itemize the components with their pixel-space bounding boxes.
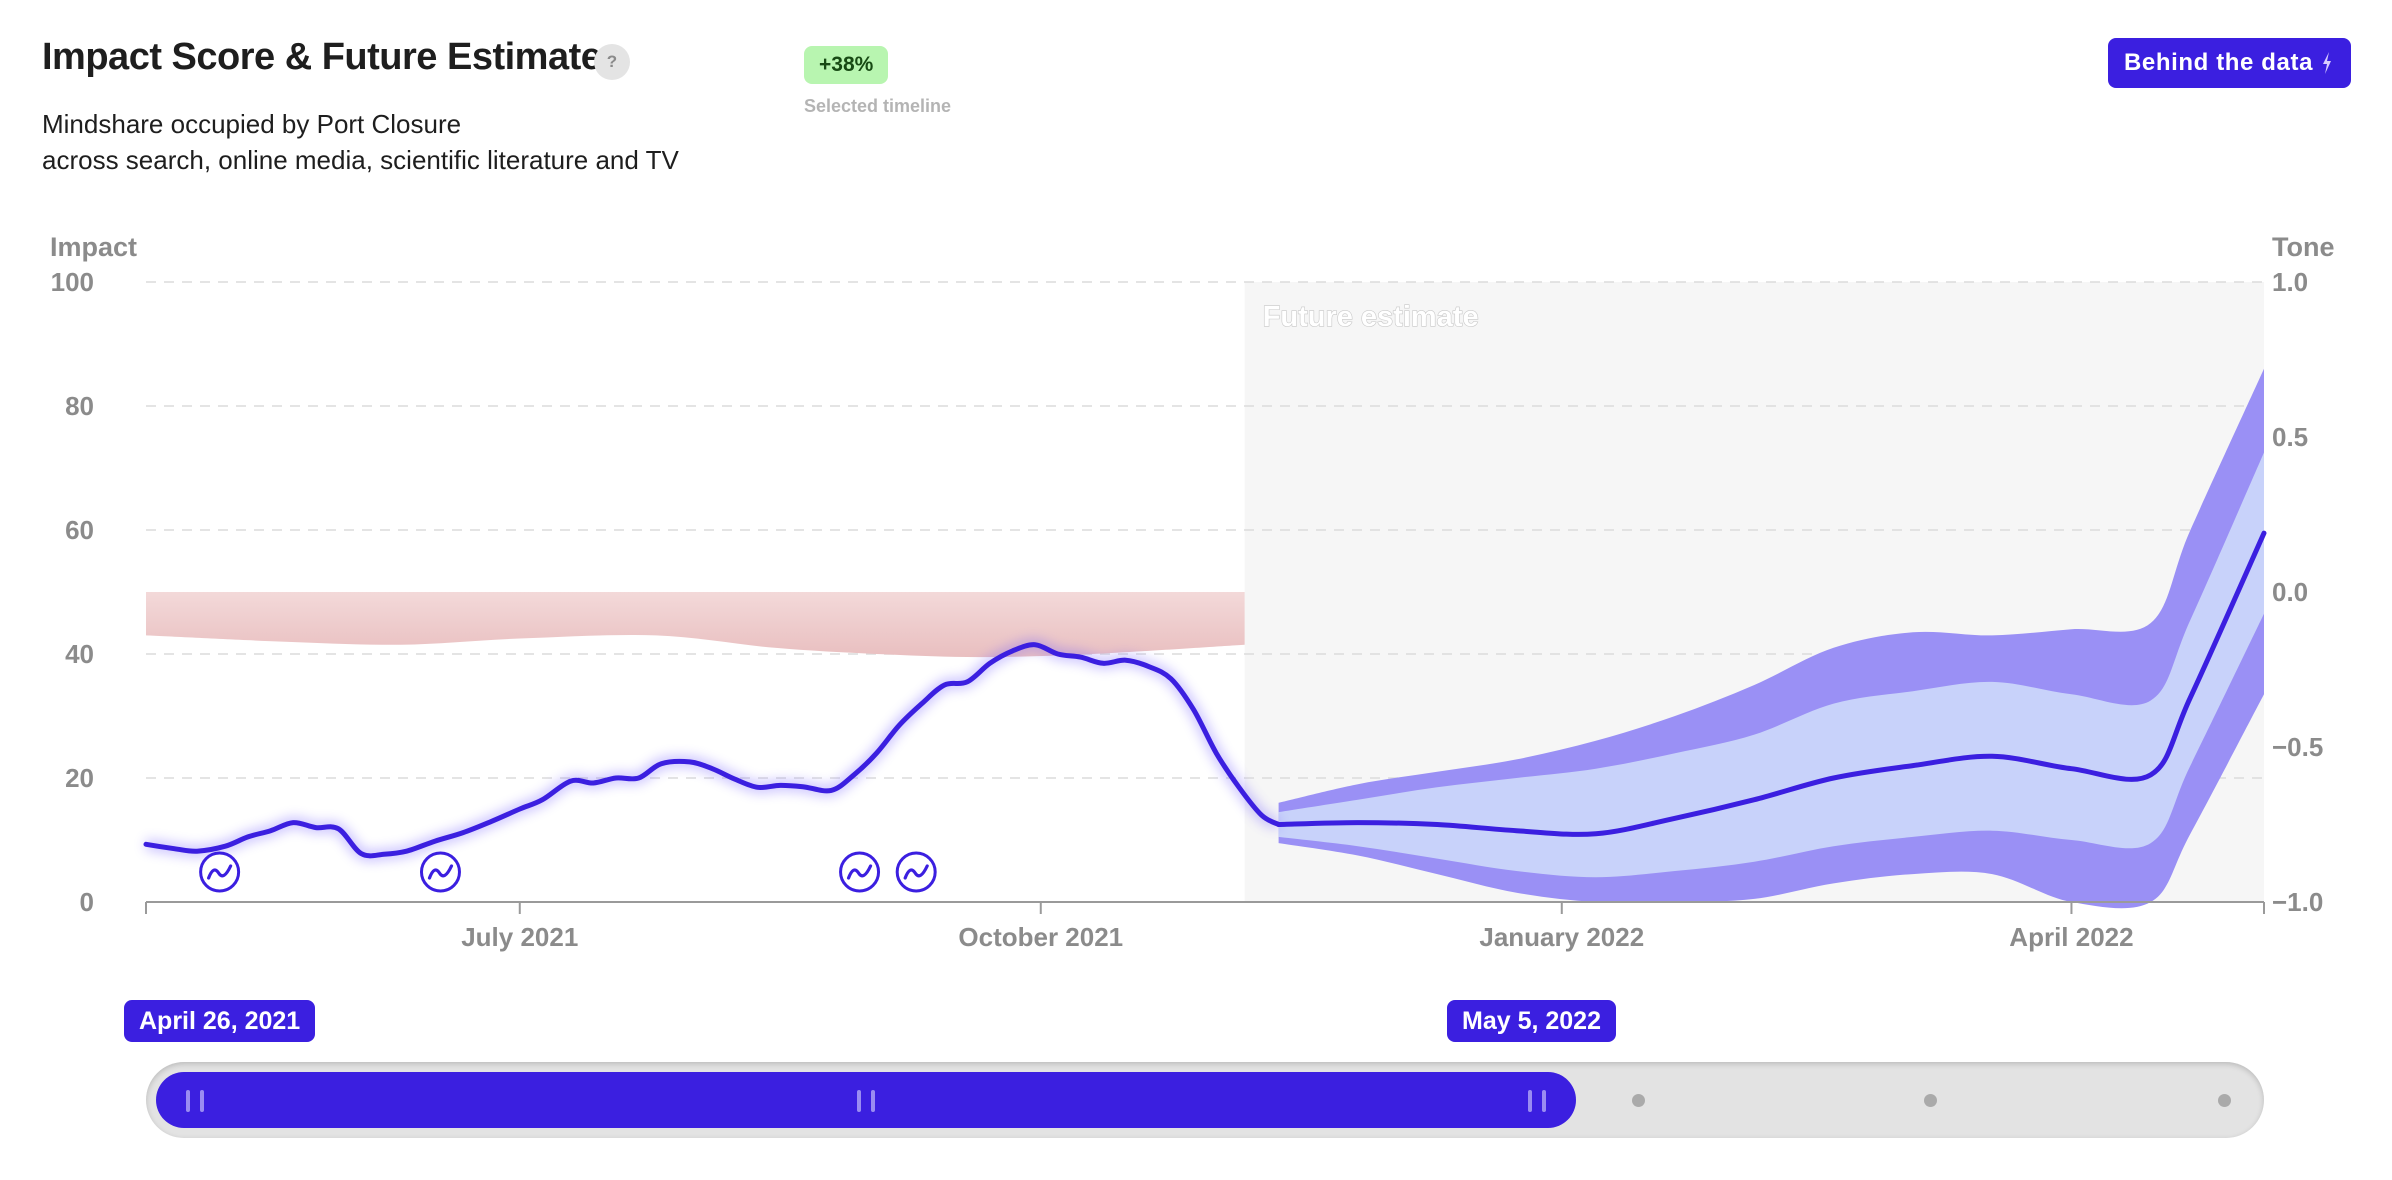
y-axis-left-tick-label: 0 bbox=[80, 887, 94, 917]
page-title: Impact Score & Future Estimate bbox=[42, 36, 602, 78]
subtitle-line-1: Mindshare occupied by Port Closure bbox=[42, 109, 462, 139]
impact-chart: Future estimate July 2021 October 2021 Janu… bbox=[51, 267, 2324, 952]
event-marker[interactable] bbox=[839, 851, 881, 893]
change-caption: Selected timeline bbox=[804, 96, 952, 116]
x-axis-tick-label: July 2021 bbox=[461, 922, 578, 952]
event-marker[interactable] bbox=[199, 851, 241, 893]
change-badge: +38% bbox=[804, 46, 889, 84]
timeline-start-handle[interactable] bbox=[186, 1090, 204, 1112]
forecast-line bbox=[1276, 530, 2267, 837]
impact-line bbox=[143, 642, 1282, 859]
timeline-start-label: April 26, 2021 bbox=[124, 1000, 316, 1042]
trend-icon bbox=[207, 864, 233, 880]
bolt-icon bbox=[2321, 51, 2333, 75]
timeline-slider[interactable] bbox=[146, 1062, 2264, 1138]
y-axis-left-tick-label: 20 bbox=[65, 763, 94, 793]
y-axis-left-tick-label: 40 bbox=[65, 639, 94, 669]
page-subtitle: Mindshare occupied by Port Closure acros… bbox=[42, 106, 679, 178]
event-marker[interactable] bbox=[419, 851, 461, 893]
timeline-selected-range[interactable] bbox=[156, 1072, 1576, 1128]
y-axis-right-tick-label: −1.0 bbox=[2272, 887, 2323, 917]
behind-the-data-button[interactable]: Behind the data bbox=[2108, 38, 2352, 88]
tone-band bbox=[146, 592, 1245, 658]
timeline-step-dot[interactable] bbox=[1632, 1094, 1645, 1107]
timeline-step-dot[interactable] bbox=[1924, 1094, 1937, 1107]
behind-the-data-label: Behind the data bbox=[2124, 49, 2314, 76]
forecast-band-inner bbox=[1278, 452, 2264, 878]
timeline-end-label: May 5, 2022 bbox=[1447, 1000, 1616, 1042]
trend-icon bbox=[846, 864, 873, 880]
x-axis-tick-label: October 2021 bbox=[958, 922, 1123, 952]
event-marker[interactable] bbox=[895, 851, 937, 893]
impact-line-glow bbox=[145, 639, 1281, 861]
y-axis-right-tick-label: 1.0 bbox=[2272, 267, 2308, 297]
y-axis-left-tick-label: 60 bbox=[65, 515, 94, 545]
y-axis-right-tick-label: −0.5 bbox=[2272, 732, 2323, 762]
y-axis-left-title: Impact bbox=[50, 232, 138, 262]
y-axis-left-tick-label: 100 bbox=[51, 267, 94, 297]
y-axis-right-title: Tone bbox=[2272, 232, 2335, 262]
future-estimate-label: Future estimate bbox=[1263, 301, 1479, 333]
timeline-step-dot[interactable] bbox=[2218, 1094, 2231, 1107]
timeline-end-handle[interactable] bbox=[1528, 1090, 1546, 1112]
subtitle-line-2: across search, online media, scientific … bbox=[42, 145, 679, 175]
y-axis-left-tick-label: 80 bbox=[65, 391, 94, 421]
y-axis-right-tick-label: 0.5 bbox=[2272, 422, 2308, 452]
timeline-middle-handle[interactable] bbox=[857, 1090, 875, 1112]
trend-icon bbox=[903, 864, 929, 880]
x-axis-tick-label: April 2022 bbox=[2009, 922, 2133, 952]
x-axis-tick-label: January 2022 bbox=[1479, 922, 1644, 952]
trend-icon bbox=[427, 864, 454, 880]
help-icon[interactable]: ? bbox=[594, 44, 630, 80]
y-axis-right-tick-label: 0.0 bbox=[2272, 577, 2308, 607]
